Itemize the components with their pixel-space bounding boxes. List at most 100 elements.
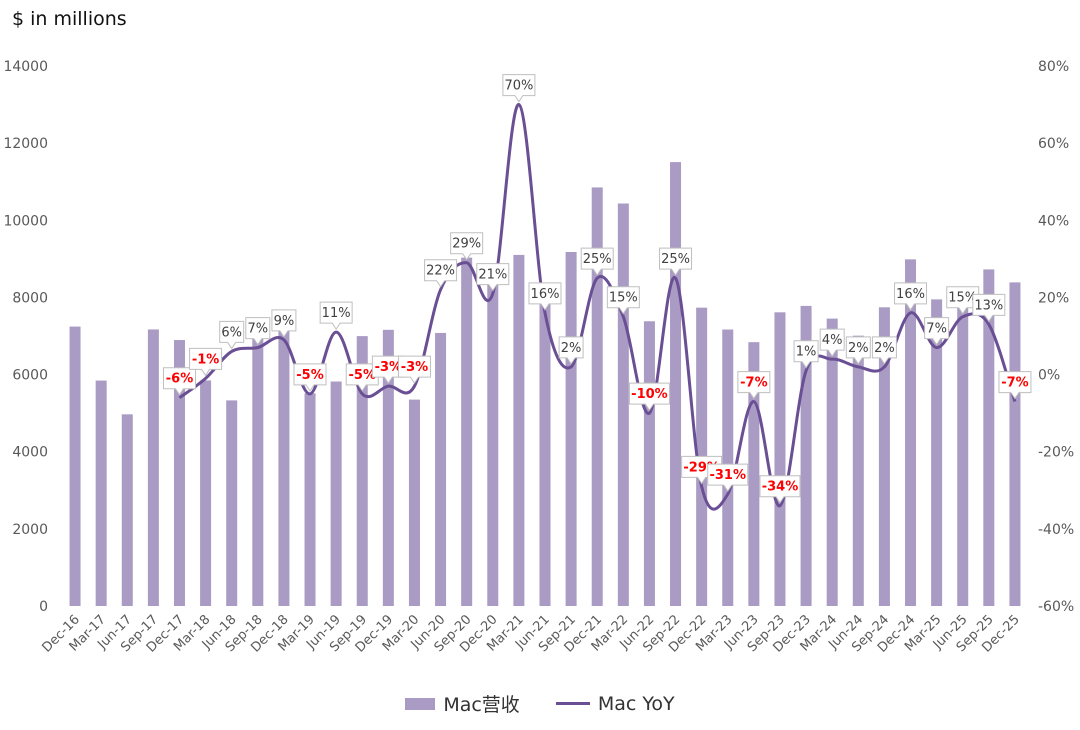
data-label: 4% (819, 328, 845, 358)
data-label-text: 11% (322, 306, 351, 321)
left-tick-label: 2000 (12, 522, 48, 538)
bar (957, 295, 969, 606)
bar (487, 271, 499, 606)
right-tick-label: -60% (1038, 599, 1074, 615)
bar (252, 320, 264, 606)
data-label: -10% (628, 382, 670, 412)
bar (304, 393, 316, 606)
yoy-line-series (178, 103, 1017, 511)
data-label: 9% (271, 309, 297, 338)
data-label: 6% (219, 320, 245, 350)
data-label: -6% (162, 367, 196, 396)
chart-unit-label: $ in millions (12, 8, 127, 30)
data-label-text: 21% (478, 268, 507, 283)
legend-item-bar: Mac营收 (405, 690, 520, 717)
bar (147, 329, 159, 606)
data-label-box (606, 286, 640, 315)
right-tick-label: 80% (1038, 59, 1069, 75)
data-labels: -6%-1%6% 7%9%-5%11%-5%-3%-3%22%29%21%70%1… (162, 74, 1032, 504)
bar (382, 329, 394, 606)
left-tick-label: 4000 (12, 445, 48, 461)
data-label-text: -5% (296, 368, 323, 383)
right-tick-label: 0% (1038, 368, 1060, 384)
data-label: 70% (502, 74, 536, 103)
data-label-text: 4% (822, 333, 843, 348)
data-label-text: 70% (504, 79, 533, 94)
legend-bar-label: Mac营收 (443, 694, 520, 716)
data-label-box (659, 247, 693, 277)
data-label: 2% (871, 336, 897, 365)
bar (435, 332, 447, 606)
data-label-box (293, 363, 327, 392)
data-label-box (894, 282, 928, 311)
data-label-box (424, 259, 458, 288)
data-label-box (946, 286, 980, 315)
bar (69, 326, 81, 606)
bar (983, 269, 995, 606)
data-label-box (998, 371, 1032, 400)
legend-line-label: Mac YoY (597, 692, 675, 715)
data-label-text: -10% (631, 387, 668, 402)
data-label-text: -34% (762, 480, 799, 495)
data-label-text: 7% (926, 322, 947, 337)
data-label-text: -31% (709, 468, 746, 483)
data-label: 16% (528, 282, 562, 311)
data-label-box (502, 74, 536, 103)
data-label-text: 25% (661, 252, 690, 267)
legend-line-swatch (555, 702, 590, 705)
bar (1009, 282, 1021, 606)
right-tick-label: -20% (1038, 445, 1074, 461)
data-label: 11% (319, 301, 353, 331)
bar (878, 307, 890, 606)
left-tick-label: 10000 (3, 213, 48, 229)
data-label-box (580, 247, 614, 277)
data-label-text: 16% (531, 287, 560, 302)
data-label-box (793, 340, 819, 369)
data-label-box (845, 336, 871, 365)
left-tick-label: 0 (39, 599, 48, 615)
data-label: 1% (793, 340, 819, 369)
data-label: -1% (189, 347, 223, 377)
data-label-box (528, 282, 562, 311)
x-axis: Dec-16Mar-17Jun-17Sep-17Dec-17Mar-18Jun-… (39, 612, 1022, 655)
legend: Mac营收 Mac YoY (0, 690, 1080, 717)
data-label-box (476, 263, 510, 292)
data-label-text: 25% (583, 252, 612, 267)
data-label: -5% (293, 363, 327, 392)
data-label-box (819, 328, 845, 358)
bar (408, 399, 420, 606)
left-tick-label: 12000 (3, 136, 48, 152)
data-label-text: -6% (166, 372, 193, 387)
data-label-text: 1% (796, 345, 817, 360)
right-tick-label: -40% (1038, 522, 1074, 538)
data-label-box (737, 371, 771, 400)
bar (800, 305, 812, 606)
data-label-box (972, 293, 1006, 323)
data-label-text: -7% (1001, 376, 1028, 391)
data-label-text: 6% (221, 325, 242, 340)
right-tick-label: 20% (1038, 290, 1069, 306)
bar (513, 254, 525, 606)
bar (617, 203, 629, 606)
data-label-box (450, 232, 484, 261)
data-label: -31% (707, 463, 749, 493)
data-label: 25% (659, 247, 693, 277)
data-label-text: 22% (426, 264, 455, 279)
data-label: 7% (924, 317, 950, 346)
bar (121, 414, 133, 606)
data-label: 25% (580, 247, 614, 277)
data-label-text: 15% (948, 291, 977, 306)
data-label-box (162, 367, 196, 396)
data-label-box (245, 317, 271, 346)
data-label-text: 9% (274, 314, 295, 329)
data-label-box (924, 317, 950, 346)
bar (748, 342, 760, 606)
left-axis: 0 2000 4000 6000 8000 10000 12000 14000 (3, 59, 48, 615)
bar (905, 259, 917, 606)
data-label: 22% (424, 259, 458, 288)
data-label-box (219, 320, 245, 350)
bar (565, 251, 577, 606)
data-label: 15% (606, 286, 640, 315)
data-label: 13% (972, 293, 1006, 323)
data-label-box (319, 301, 353, 331)
